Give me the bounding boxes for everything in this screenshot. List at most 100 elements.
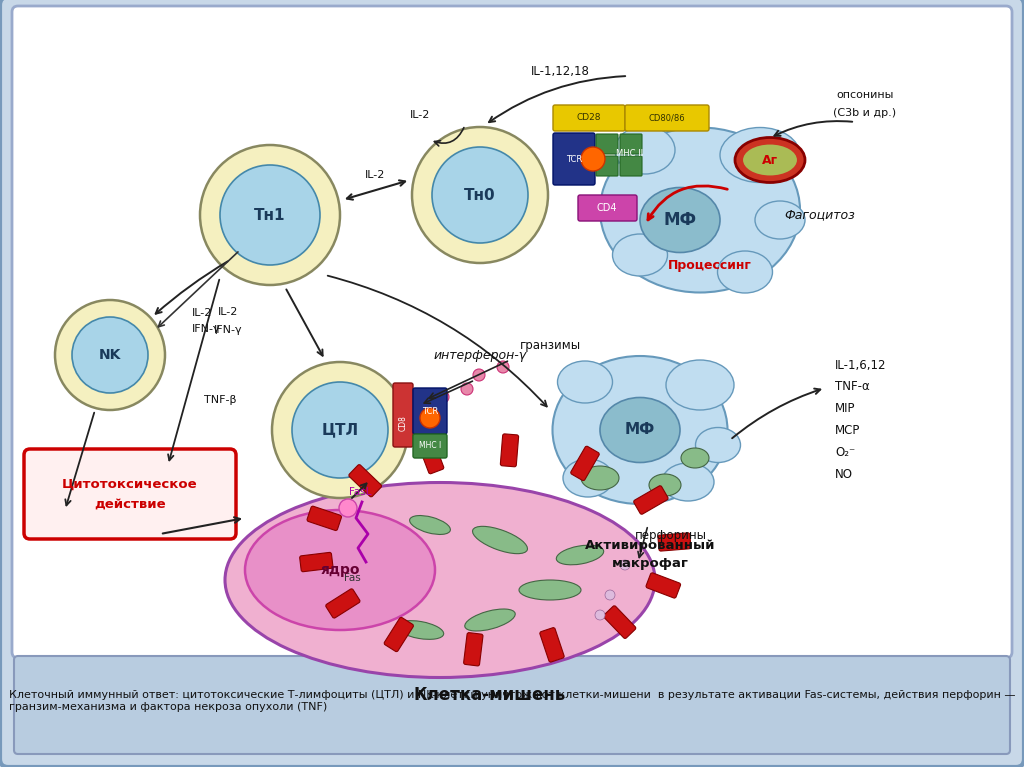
Text: Клетка-мишень: Клетка-мишень [414, 686, 566, 704]
FancyBboxPatch shape [620, 156, 642, 176]
Text: IL-2: IL-2 [365, 170, 385, 180]
Ellipse shape [556, 545, 604, 565]
Text: TCR: TCR [566, 154, 582, 163]
Text: (C3b и др.): (C3b и др.) [834, 108, 897, 118]
Text: IL-2: IL-2 [193, 308, 212, 318]
Circle shape [437, 385, 449, 397]
Text: IL-1,12,18: IL-1,12,18 [530, 65, 590, 78]
Ellipse shape [581, 466, 618, 490]
Text: MHC II: MHC II [616, 150, 643, 159]
Ellipse shape [742, 143, 798, 176]
Ellipse shape [662, 463, 714, 501]
Text: FasL: FasL [349, 487, 372, 497]
Ellipse shape [396, 621, 443, 640]
Text: CD4: CD4 [597, 203, 617, 213]
Text: ЦТЛ: ЦТЛ [322, 423, 358, 437]
Text: Фагоцитоз: Фагоцитоз [784, 209, 855, 222]
Circle shape [339, 499, 357, 517]
Circle shape [200, 145, 340, 285]
Ellipse shape [695, 427, 740, 463]
FancyBboxPatch shape [620, 134, 642, 154]
Ellipse shape [563, 459, 613, 497]
Text: интерферон-γ: интерферон-γ [433, 348, 526, 361]
Circle shape [595, 610, 605, 620]
FancyBboxPatch shape [14, 656, 1010, 754]
Ellipse shape [519, 580, 581, 600]
Ellipse shape [649, 474, 681, 496]
FancyBboxPatch shape [625, 105, 709, 131]
Text: NK: NK [98, 348, 121, 362]
Text: Fas: Fas [344, 573, 360, 583]
Text: CD80/86: CD80/86 [648, 114, 685, 123]
Circle shape [412, 127, 548, 263]
Ellipse shape [720, 127, 800, 183]
Ellipse shape [600, 397, 680, 463]
Circle shape [473, 369, 485, 381]
Text: TCR: TCR [422, 407, 438, 416]
Text: Процессинг: Процессинг [668, 258, 752, 272]
FancyBboxPatch shape [24, 449, 236, 539]
Circle shape [425, 393, 437, 405]
Text: действие: действие [94, 498, 166, 511]
Ellipse shape [681, 448, 709, 468]
Text: Аг: Аг [762, 153, 778, 166]
FancyBboxPatch shape [12, 6, 1012, 658]
Ellipse shape [718, 251, 772, 293]
FancyBboxPatch shape [300, 552, 333, 571]
Text: CD28: CD28 [577, 114, 601, 123]
Ellipse shape [245, 510, 435, 630]
FancyBboxPatch shape [540, 627, 564, 662]
Text: TNF-α: TNF-α [835, 380, 869, 393]
FancyBboxPatch shape [393, 383, 413, 447]
Circle shape [272, 362, 408, 498]
Circle shape [401, 407, 413, 419]
FancyBboxPatch shape [646, 573, 681, 598]
FancyBboxPatch shape [307, 506, 341, 531]
Ellipse shape [600, 127, 800, 292]
Text: Тн0: Тн0 [464, 187, 496, 202]
Circle shape [620, 560, 630, 570]
FancyBboxPatch shape [570, 446, 599, 481]
Text: TNF-β: TNF-β [204, 395, 237, 405]
Circle shape [432, 147, 528, 243]
Circle shape [72, 317, 148, 393]
Circle shape [605, 590, 615, 600]
Text: MIP: MIP [835, 403, 855, 416]
FancyBboxPatch shape [413, 388, 447, 434]
Ellipse shape [225, 482, 655, 677]
Text: O₂⁻: O₂⁻ [835, 446, 855, 459]
Circle shape [292, 382, 388, 478]
Text: IFN-γ: IFN-γ [193, 324, 220, 334]
FancyBboxPatch shape [603, 606, 636, 638]
Text: ядро: ядро [321, 563, 359, 577]
FancyBboxPatch shape [501, 434, 518, 467]
FancyBboxPatch shape [578, 195, 637, 221]
FancyBboxPatch shape [634, 486, 668, 515]
Circle shape [420, 408, 440, 428]
FancyBboxPatch shape [384, 617, 414, 652]
Text: опсонины: опсонины [837, 90, 894, 100]
Text: CD8: CD8 [398, 415, 408, 431]
Ellipse shape [553, 356, 727, 504]
FancyBboxPatch shape [596, 156, 618, 176]
Ellipse shape [735, 137, 805, 183]
Ellipse shape [640, 187, 720, 252]
Ellipse shape [612, 234, 668, 276]
FancyBboxPatch shape [464, 633, 483, 666]
Text: IL-1,6,12: IL-1,6,12 [835, 358, 887, 371]
Text: МФ: МФ [664, 211, 696, 229]
Ellipse shape [410, 515, 451, 535]
FancyBboxPatch shape [419, 439, 443, 474]
FancyBboxPatch shape [658, 533, 691, 551]
Text: макрофаг: макрофаг [611, 557, 688, 570]
FancyBboxPatch shape [596, 134, 618, 154]
Text: гранзимы: гранзимы [519, 338, 581, 351]
Circle shape [461, 377, 473, 389]
FancyBboxPatch shape [349, 465, 382, 497]
Circle shape [581, 147, 605, 171]
Circle shape [490, 361, 503, 373]
Text: NO: NO [835, 469, 853, 482]
Text: Тн1: Тн1 [254, 208, 286, 222]
Circle shape [220, 165, 319, 265]
Text: перфорины: перфорины [635, 528, 707, 542]
